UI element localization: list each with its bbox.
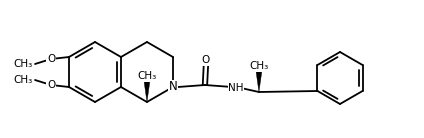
Text: N: N (169, 80, 177, 94)
Text: O: O (47, 80, 55, 90)
Polygon shape (256, 72, 262, 92)
Text: NH: NH (228, 83, 244, 93)
Text: CH₃: CH₃ (249, 61, 268, 71)
Text: CH₃: CH₃ (137, 71, 156, 81)
Text: O: O (202, 55, 210, 65)
Polygon shape (144, 82, 150, 102)
Text: CH₃: CH₃ (14, 59, 33, 69)
Text: CH₃: CH₃ (14, 75, 33, 85)
Text: O: O (47, 54, 55, 64)
